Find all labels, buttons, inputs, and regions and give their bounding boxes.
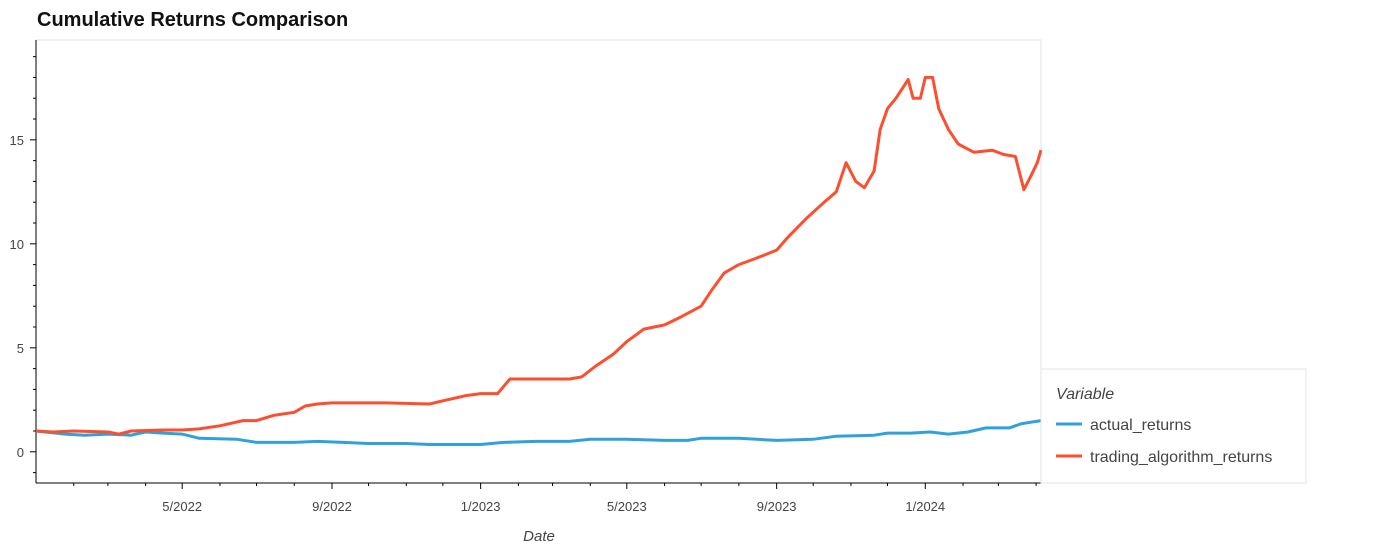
legend-title: Variable — [1056, 386, 1114, 403]
x-axis-label: Date — [523, 528, 555, 545]
x-tick-label: 1/2023 — [461, 499, 501, 514]
plot-area — [35, 39, 1042, 484]
y-tick-label: 15 — [10, 133, 24, 148]
series-layer — [35, 75, 1043, 446]
legend-item-trading-algorithm-returns[interactable]: trading_algorithm_returns — [1090, 449, 1272, 466]
y-tick-label: 10 — [10, 237, 24, 252]
x-tick-label: 5/2023 — [607, 499, 647, 514]
legend[interactable]: Variable actual_returns trading_algorith… — [1040, 368, 1307, 484]
legend-item-actual-returns[interactable]: actual_returns — [1090, 417, 1191, 434]
x-tick-label: 9/2023 — [757, 499, 797, 514]
legend-box — [1040, 368, 1307, 484]
y-ticks: 0 5 10 15 — [10, 56, 36, 474]
y-tick-label: 5 — [17, 341, 24, 356]
x-tick-label: 1/2024 — [905, 499, 945, 514]
series-line-trading-algorithm-returns[interactable] — [35, 75, 1043, 436]
x-tick-label: 9/2022 — [312, 499, 352, 514]
x-tick-label: 5/2022 — [162, 499, 202, 514]
y-tick-label: 0 — [17, 445, 24, 460]
chart-title: Cumulative Returns Comparison — [37, 9, 349, 31]
x-ticks: 5/2022 9/2022 1/2023 5/2023 9/2023 1/2024 — [73, 483, 1037, 514]
series-line-actual-returns[interactable] — [35, 419, 1042, 446]
